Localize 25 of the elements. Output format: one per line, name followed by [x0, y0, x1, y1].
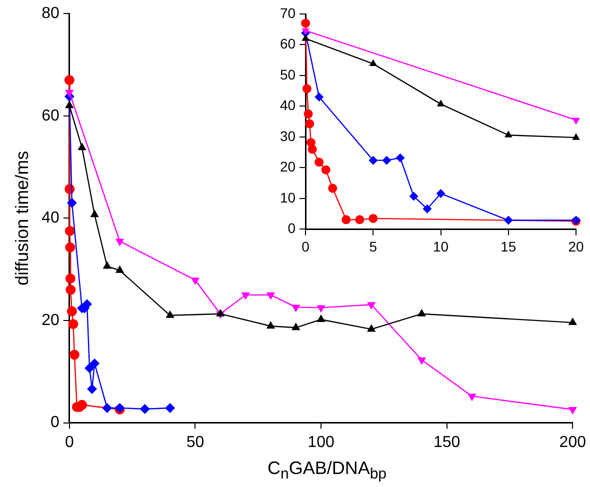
x-tick-label: 50 — [186, 434, 204, 451]
y-tick-label: 60 — [280, 36, 296, 52]
x-tick-label: 0 — [302, 238, 310, 254]
x-tick-label: 0 — [64, 434, 74, 451]
y-tick-label: 40 — [280, 97, 296, 114]
x-tick-label: 10 — [432, 238, 449, 254]
x-tick-label: 20 — [568, 238, 584, 254]
y-axis-title: diffusion time/ms — [12, 150, 32, 286]
y-tick-label: 40 — [42, 210, 60, 227]
y-tick-label: 80 — [42, 5, 60, 22]
x-tick-label: 15 — [500, 238, 516, 254]
y-tick-label: 50 — [280, 66, 296, 82]
y-tick-label: 70 — [280, 4, 296, 21]
y-tick-label: 20 — [42, 312, 60, 329]
y-tick-label: 20 — [280, 158, 296, 175]
x-tick-label: 200 — [559, 434, 586, 451]
y-tick-label: 60 — [42, 107, 60, 124]
y-tick-label: 10 — [280, 189, 296, 206]
y-tick-label: 30 — [280, 128, 296, 144]
x-tick-label: 5 — [369, 238, 378, 254]
y-tick-label: 0 — [288, 220, 296, 236]
x-tick-label: 100 — [308, 434, 334, 451]
x-axis-title: C$_{n}$GAB/DNA$_{bp}$ — [266, 458, 388, 483]
y-tick-label: 0 — [50, 414, 60, 432]
x-tick-label: 150 — [433, 434, 460, 451]
